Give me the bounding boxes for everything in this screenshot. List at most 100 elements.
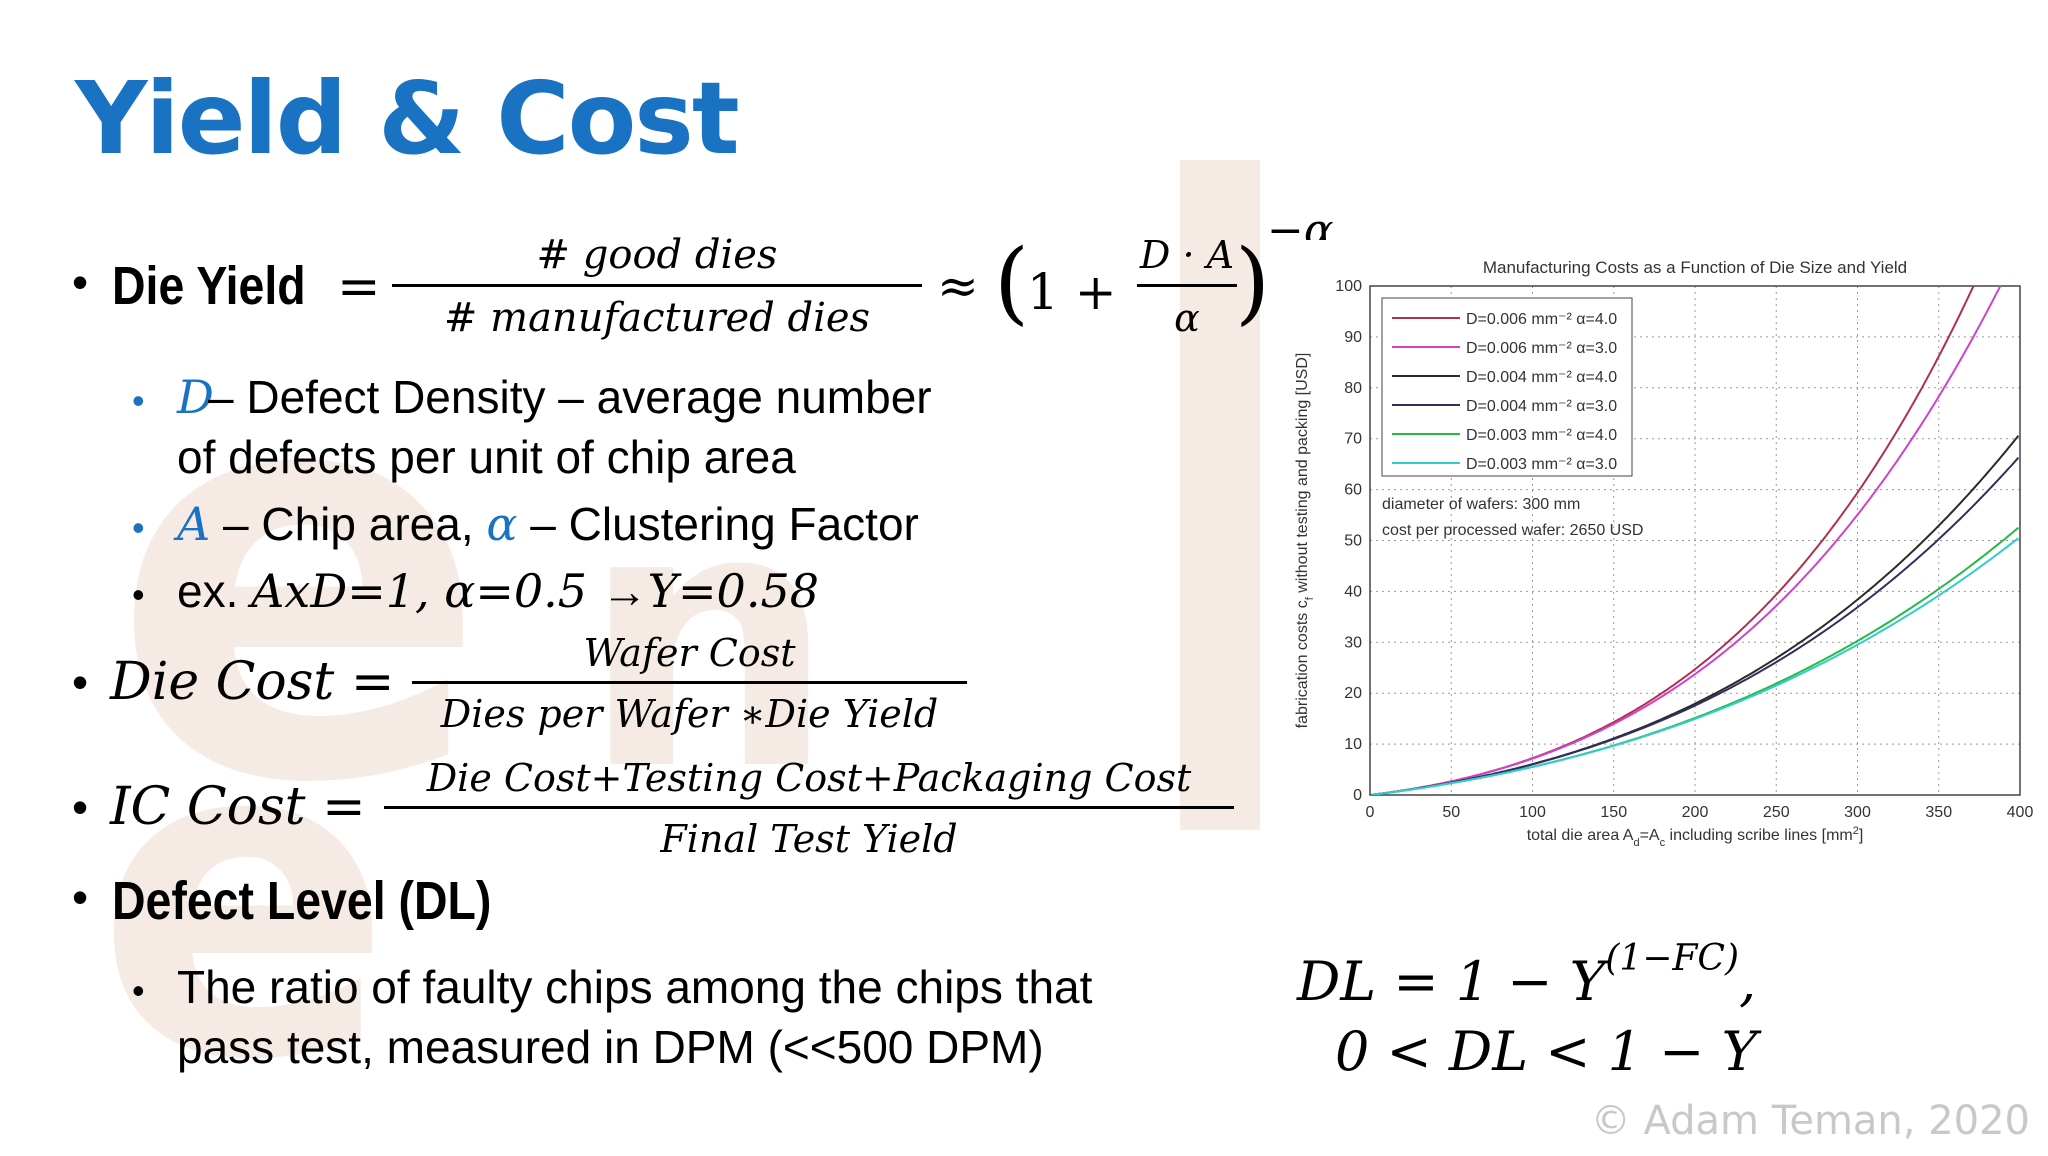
example-formula: AxD=1, α=0.5 <box>251 564 602 618</box>
y-tick-label: 40 <box>1344 583 1362 600</box>
x-axis-label-part: d <box>1633 837 1639 849</box>
manufacturing-cost-chart: Manufacturing Costs as a Function of Die… <box>1285 240 2048 860</box>
d-symbol: D <box>177 370 214 424</box>
legend-label: D=0.003 mm⁻² α=3.0 <box>1466 456 1617 473</box>
legend-label: D=0.004 mm⁻² α=3.0 <box>1466 398 1617 415</box>
fraction-bar <box>1137 284 1237 287</box>
series-line <box>1371 537 2020 795</box>
x-axis-label-part: c <box>1660 837 1666 849</box>
example-result: Y=0.58 <box>647 564 819 618</box>
defect-level-bullet: • Defect Level (DL) <box>72 871 492 931</box>
legend-label: D=0.004 mm⁻² α=4.0 <box>1466 369 1617 386</box>
y-tick-label: 100 <box>1335 278 1362 295</box>
y-tick-label: 60 <box>1344 482 1362 499</box>
chart-annotation: diameter of wafers: 300 mm <box>1382 496 1580 513</box>
legend-label: D=0.003 mm⁻² α=4.0 <box>1466 427 1617 444</box>
paren-open: ( <box>994 230 1030 335</box>
defect-level-label: Defect Level (DL) <box>112 871 492 931</box>
die-cost-denominator: Dies per Wafer ∗Die Yield <box>440 692 939 736</box>
die-cost-label: Die Cost = <box>110 652 395 712</box>
defect-level-text-line2: pass test, measured in DPM (<<500 DPM) <box>177 1021 1044 1073</box>
x-axis-label-part: =A <box>1640 827 1660 844</box>
x-tick-label: 0 <box>1366 804 1375 821</box>
x-axis-label-part: 2 <box>1853 825 1859 837</box>
x-axis-label-part: ] <box>1859 827 1863 844</box>
dl-formula-1-exponent: (1−FC) <box>1605 938 1739 979</box>
example-arrow: → <box>601 565 648 617</box>
dl-formula-1-main: DL = 1 − Y <box>1297 950 1606 1013</box>
sub-bullet-dot: • <box>132 573 145 615</box>
x-axis-label-part: including scribe lines [mm <box>1665 827 1853 844</box>
y-tick-label: 10 <box>1344 736 1362 753</box>
legend-box <box>1381 297 1633 477</box>
legend-label: D=0.006 mm⁻² α=4.0 <box>1466 311 1617 328</box>
x-axis-label-part: total die area A <box>1527 827 1634 844</box>
inner-numerator: D · A <box>1139 233 1235 277</box>
legend-label: D=0.006 mm⁻² α=3.0 <box>1466 340 1617 357</box>
d-text-line1: – Defect Density – average number <box>208 371 932 423</box>
ic-cost-denominator: Final Test Yield <box>660 817 958 861</box>
a-text-end: – Clustering Factor <box>517 498 919 550</box>
die-yield-bullet: • Die Yield = # good dies # manufactured… <box>72 205 1334 375</box>
die-yield-equals: = <box>337 257 381 317</box>
sub-bullet-dot: • <box>132 969 145 1011</box>
die-cost-fraction: Wafer Cost Dies per Wafer ∗Die Yield <box>412 628 967 741</box>
die-cost-numerator: Wafer Cost <box>583 631 796 675</box>
x-axis-label: total die area Ad=Ac including scribe li… <box>1527 825 1864 849</box>
x-tick-label: 200 <box>1682 804 1709 821</box>
approx-symbol: ≈ <box>937 257 979 315</box>
sub-bullet-dot: • <box>132 379 145 421</box>
inner-fraction: D · A α <box>1137 230 1237 345</box>
sub-bullet-chip-area: • A – Chip area, α – Clustering Factor <box>132 494 919 558</box>
die-cost-bullet: • Die Cost = Wafer Cost Dies per Wafer ∗… <box>72 630 992 750</box>
chart-title: Manufacturing Costs as a Function of Die… <box>1483 258 1907 277</box>
y-tick-label: 80 <box>1344 380 1362 397</box>
die-yield-denominator: # manufactured dies <box>443 295 871 341</box>
y-tick-label: 90 <box>1344 329 1362 346</box>
plot-frame <box>1369 285 2021 796</box>
fraction-bar <box>412 681 967 684</box>
fraction-bar <box>392 284 922 287</box>
y-axis-label-part: fabrication costs c <box>1294 600 1311 728</box>
y-tick-label: 0 <box>1353 787 1362 804</box>
d-text-line2: of defects per unit of chip area <box>177 431 796 483</box>
sub-bullet-example: • ex. AxD=1, α=0.5 →Y=0.58 <box>132 561 819 625</box>
y-tick-label: 20 <box>1344 685 1362 702</box>
a-symbol: A <box>177 497 211 551</box>
dl-formula-2: 0 < DL < 1 − Y <box>1335 1020 1758 1083</box>
x-tick-label: 350 <box>1925 804 1952 821</box>
copyright: © Adam Teman, 2020 <box>1590 1098 2030 1144</box>
fraction-bar <box>384 806 1234 809</box>
y-tick-label: 50 <box>1344 533 1362 550</box>
die-yield-numerator: # good dies <box>536 232 778 278</box>
y-tick-label: 30 <box>1344 634 1362 651</box>
defect-level-text-line1: The ratio of faulty chips among the chip… <box>177 961 1093 1013</box>
sub-bullet-defect-density: • D – Defect Density – average number <box>132 367 932 431</box>
chart-annotation: cost per processed wafer: 2650 USD <box>1382 522 1643 539</box>
x-tick-label: 300 <box>1844 804 1871 821</box>
die-yield-fraction: # good dies # manufactured dies <box>392 230 922 345</box>
inner-denominator: α <box>1174 296 1200 340</box>
x-tick-label: 150 <box>1600 804 1627 821</box>
x-tick-label: 250 <box>1763 804 1790 821</box>
dl-formula-1: DL = 1 − Y(1−FC), <box>1297 938 1757 1013</box>
ic-cost-fraction: Die Cost+Testing Cost+Packaging Cost Fin… <box>384 753 1234 866</box>
ic-cost-bullet: • IC Cost = Die Cost+Testing Cost+Packag… <box>72 755 1252 875</box>
x-tick-label: 400 <box>2007 804 2034 821</box>
dl-formula-1-comma: , <box>1739 950 1757 1013</box>
y-axis-label: fabrication costs cf without testing and… <box>1294 353 1316 729</box>
x-tick-label: 50 <box>1442 804 1460 821</box>
sub-bullet-dot: • <box>132 506 145 548</box>
paren-close: ) <box>1235 230 1271 335</box>
a-text-mid: – Chip area, <box>210 498 487 550</box>
x-tick-label: 100 <box>1519 804 1546 821</box>
chart-svg: Manufacturing Costs as a Function of Die… <box>1285 240 2048 860</box>
y-tick-label: 70 <box>1344 431 1362 448</box>
ic-cost-label: IC Cost = <box>110 777 366 837</box>
example-prefix: ex. <box>177 565 252 617</box>
one-plus: 1 + <box>1027 263 1117 321</box>
defect-level-desc: • The ratio of faulty chips among the ch… <box>132 957 1092 1021</box>
page-title: Yield & Cost <box>75 60 740 177</box>
series-line <box>1371 286 2002 795</box>
y-axis-label-part: f <box>1304 596 1316 600</box>
